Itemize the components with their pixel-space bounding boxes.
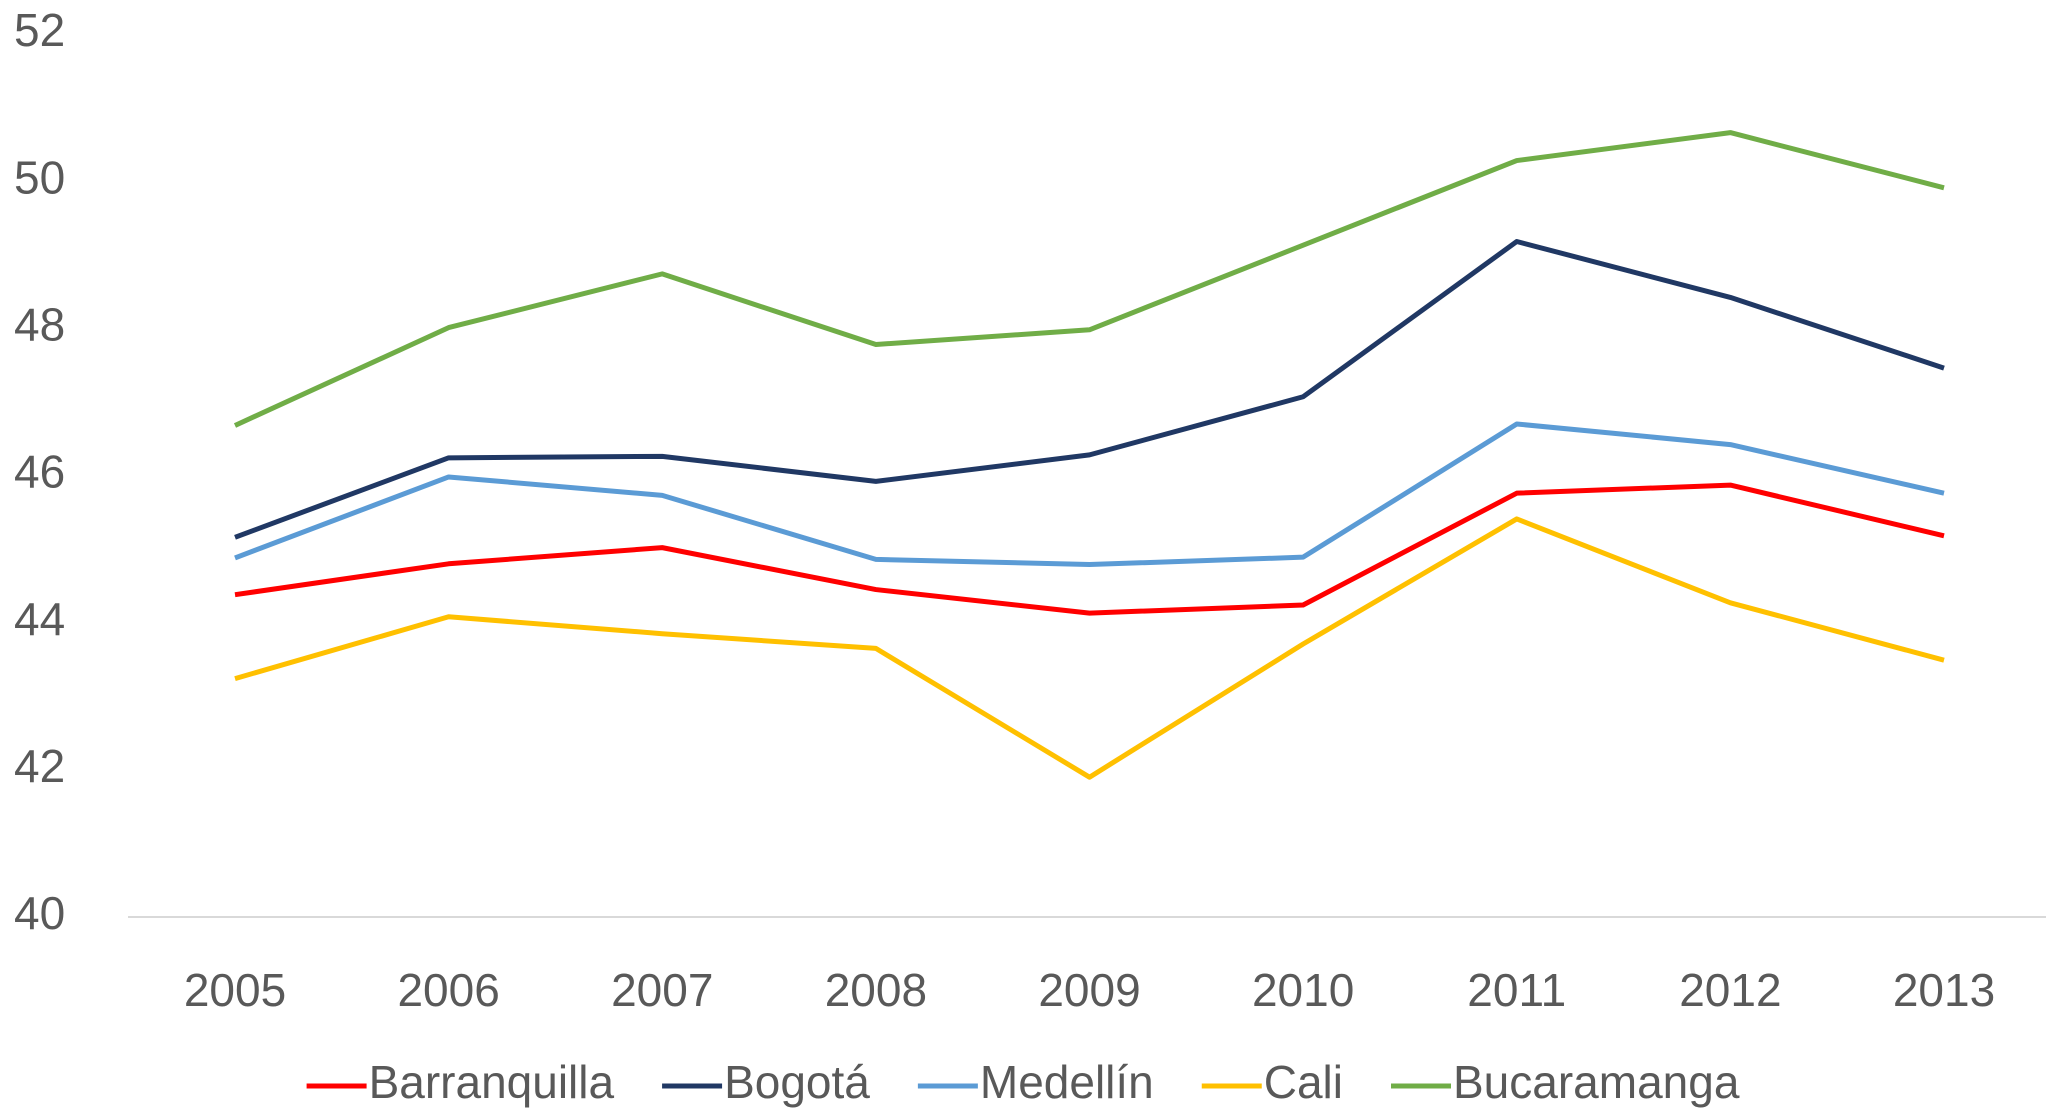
x-tick-label: 2009 [1038,964,1140,1016]
x-tick-label: 2012 [1679,964,1781,1016]
x-tick-label: 2011 [1467,964,1566,1016]
series-line [233,130,1945,428]
series-line [234,516,1945,780]
legend-label: Medellín [980,1056,1154,1108]
y-tick-label: 40 [14,887,65,939]
x-tick-label: 2007 [611,964,713,1016]
y-tick-label: 42 [14,740,65,792]
x-tick-label: 2005 [184,964,286,1016]
legend-label: Cali [1264,1056,1343,1108]
y-tick-label: 50 [14,151,65,203]
y-tick-label: 48 [14,298,65,350]
y-tick-label: 52 [14,4,65,56]
legend-label: Bucaramanga [1453,1056,1740,1108]
x-tick-label: 2006 [397,964,499,1016]
y-tick-label: 44 [14,593,65,645]
y-tick-label: 46 [14,446,65,498]
series-line [234,239,1945,540]
series-line [234,482,1945,616]
x-tick-label: 2013 [1893,964,1995,1016]
legend-label: Barranquilla [369,1056,615,1108]
series-line [234,421,1945,568]
legend-label: Bogotá [724,1056,870,1108]
x-tick-label: 2010 [1252,964,1354,1016]
x-tick-label: 2008 [825,964,927,1016]
